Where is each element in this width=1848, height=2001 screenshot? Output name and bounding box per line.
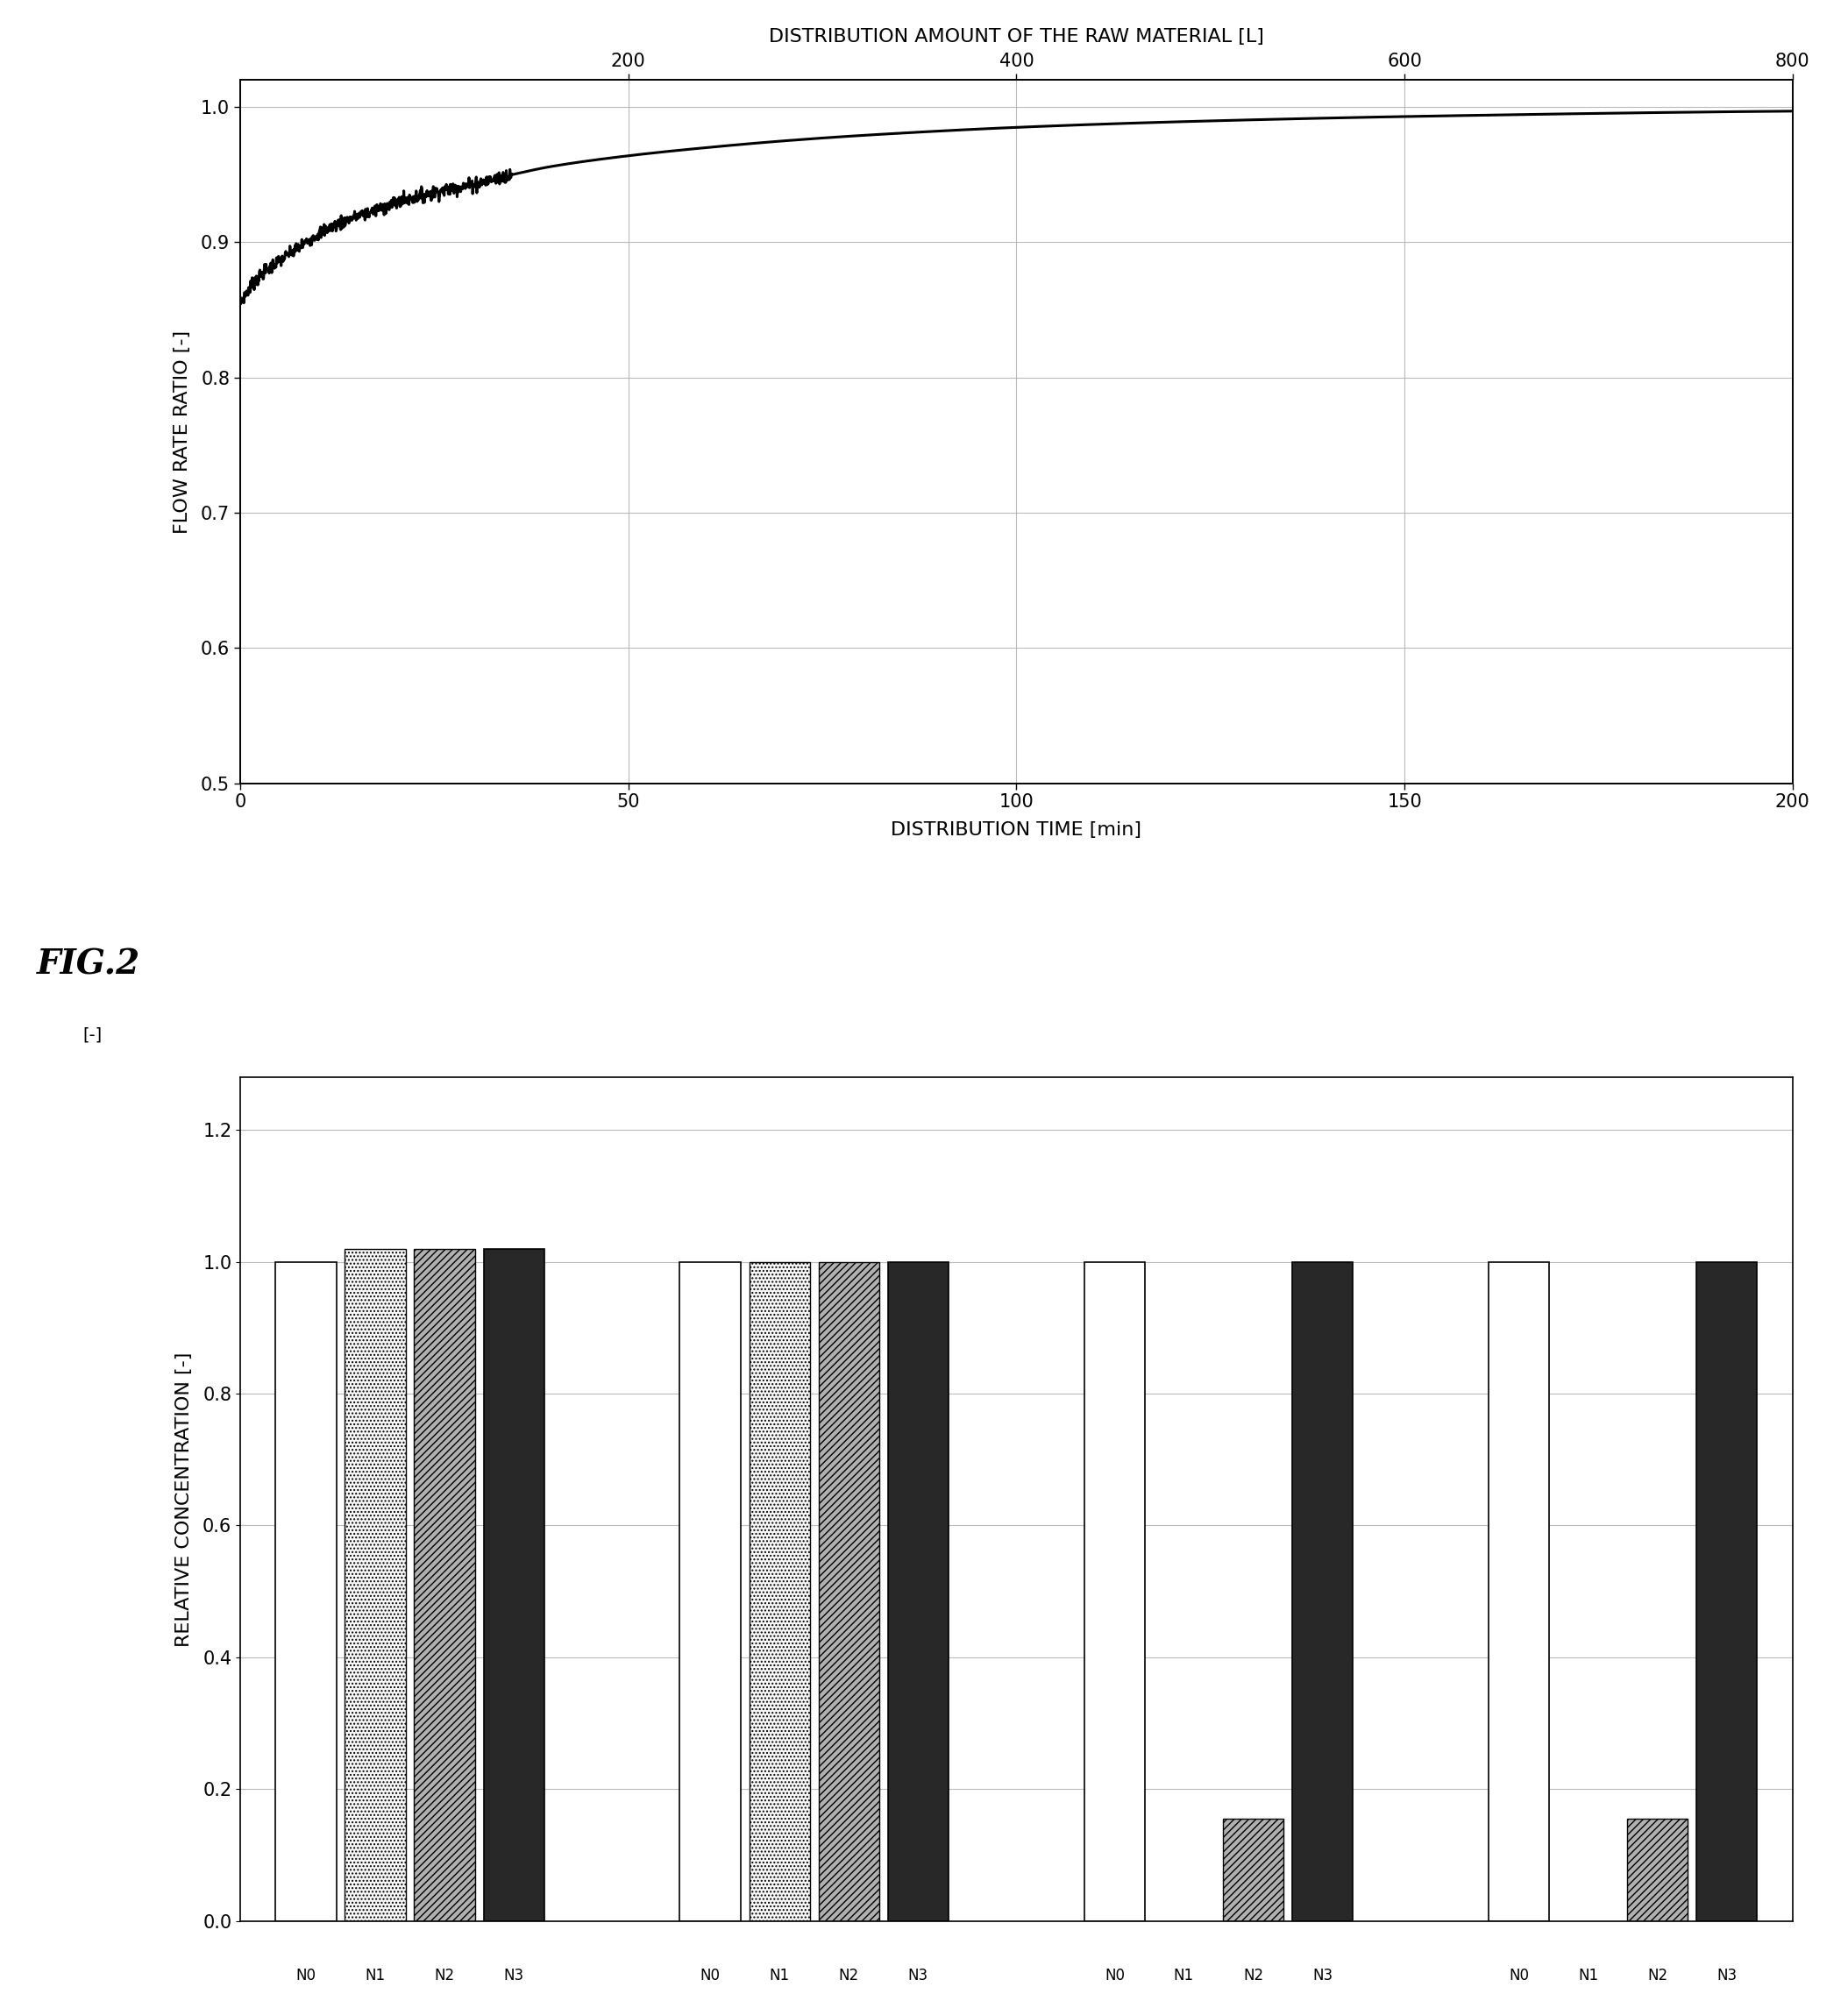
Text: N3: N3 xyxy=(505,1967,525,1983)
Text: N2: N2 xyxy=(434,1967,455,1983)
Bar xyxy=(1488,1263,1549,1921)
Bar xyxy=(275,1263,336,1921)
Text: N1: N1 xyxy=(366,1967,386,1983)
Text: FIG.2: FIG.2 xyxy=(37,948,140,980)
Bar xyxy=(1626,1819,1687,1921)
Text: N2: N2 xyxy=(1244,1967,1264,1983)
Bar xyxy=(414,1249,475,1921)
Y-axis label: RELATIVE CONCENTRATION [-]: RELATIVE CONCENTRATION [-] xyxy=(176,1351,192,1647)
Bar xyxy=(819,1263,880,1921)
Y-axis label: FLOW RATE RATIO [-]: FLOW RATE RATIO [-] xyxy=(174,330,190,534)
Bar xyxy=(887,1263,948,1921)
Text: N2: N2 xyxy=(839,1967,859,1983)
Bar xyxy=(1292,1263,1353,1921)
Text: N3: N3 xyxy=(1717,1967,1737,1983)
Text: N3: N3 xyxy=(907,1967,928,1983)
Text: N1: N1 xyxy=(1578,1967,1599,1983)
Bar xyxy=(346,1249,407,1921)
Bar xyxy=(1223,1819,1284,1921)
Bar xyxy=(748,1263,809,1921)
Text: [-]: [-] xyxy=(83,1027,102,1043)
Text: N0: N0 xyxy=(296,1967,316,1983)
Bar xyxy=(680,1263,741,1921)
Text: N0: N0 xyxy=(1508,1967,1528,1983)
Text: N0: N0 xyxy=(700,1967,721,1983)
Bar xyxy=(1085,1263,1146,1921)
X-axis label: DISTRIBUTION TIME [min]: DISTRIBUTION TIME [min] xyxy=(891,820,1142,838)
Text: N1: N1 xyxy=(1173,1967,1194,1983)
Bar xyxy=(1696,1263,1757,1921)
Text: N2: N2 xyxy=(1647,1967,1667,1983)
Bar xyxy=(484,1249,545,1921)
Text: N3: N3 xyxy=(1312,1967,1332,1983)
X-axis label: DISTRIBUTION AMOUNT OF THE RAW MATERIAL [L]: DISTRIBUTION AMOUNT OF THE RAW MATERIAL … xyxy=(769,28,1264,46)
Text: N1: N1 xyxy=(769,1967,789,1983)
Text: N0: N0 xyxy=(1105,1967,1125,1983)
